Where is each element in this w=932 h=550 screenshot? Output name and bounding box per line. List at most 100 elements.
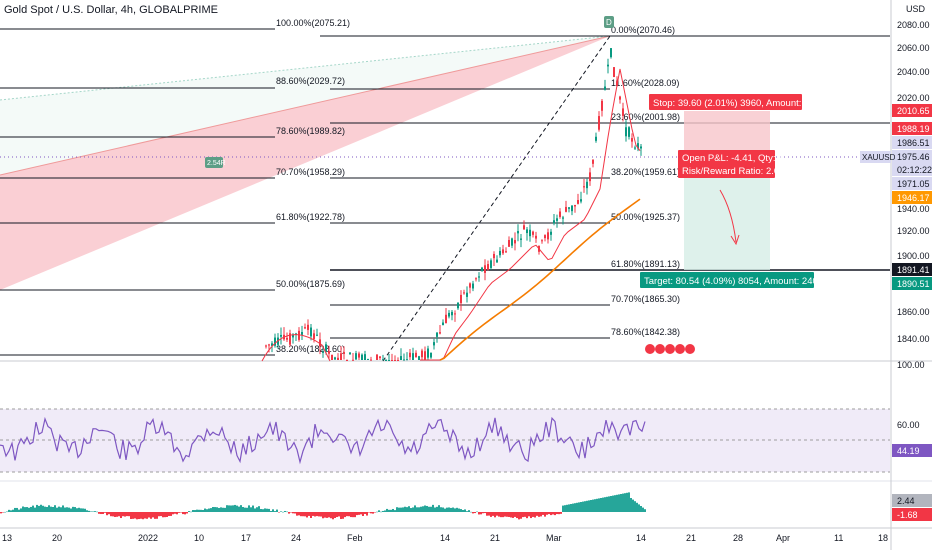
candle [601, 100, 603, 111]
osc-bar [204, 508, 206, 512]
candle [547, 232, 549, 240]
stop-label: Stop: 39.60 (2.01%) 3960, Amount: 1800 [653, 98, 825, 109]
osc-bar [520, 512, 522, 519]
candle [370, 359, 372, 361]
candle [535, 235, 537, 239]
price-tick: 1860.00 [897, 307, 930, 317]
r-badge[interactable] [205, 157, 223, 168]
candle [523, 225, 525, 230]
osc-bar [288, 512, 290, 514]
candle [565, 206, 567, 212]
time-tick: 2022 [138, 533, 158, 543]
osc-bar [494, 512, 496, 518]
osc-bar [176, 512, 178, 515]
candle [610, 48, 612, 58]
osc-bar [592, 499, 594, 512]
osc-bar [622, 493, 624, 512]
candle [361, 354, 363, 360]
osc-bar [630, 498, 632, 512]
price-label: 1946.17 [897, 193, 930, 203]
osc-bar [292, 512, 294, 514]
candle [580, 199, 582, 202]
candle [292, 334, 294, 338]
osc-bar [342, 512, 344, 519]
price-label: 1975.46 [897, 152, 930, 162]
candle [436, 332, 438, 337]
osc-bar [414, 505, 416, 512]
osc-bar [36, 504, 38, 512]
osc-bar [76, 508, 78, 512]
price-label: 1988.19 [897, 124, 930, 134]
osc-bar [34, 507, 36, 512]
candle [274, 337, 276, 346]
candle [430, 352, 432, 358]
candle [310, 327, 312, 337]
stop-zone[interactable] [684, 111, 770, 157]
candle [391, 360, 393, 361]
rr-label: Risk/Reward Ratio: 2.03 [682, 166, 784, 177]
osc-bar [406, 507, 408, 512]
candle [376, 354, 378, 360]
candle [475, 278, 477, 280]
candle [490, 260, 492, 268]
rsi-value: 44.19 [897, 446, 920, 456]
candle [592, 159, 594, 164]
osc-bar [320, 512, 322, 517]
osc-bar [438, 505, 440, 512]
osc-bar [534, 512, 536, 518]
osc-bar [322, 512, 324, 519]
osc-bar [114, 512, 116, 517]
stop-label-box[interactable] [649, 94, 802, 110]
osc-bar [488, 512, 490, 516]
osc-bar [386, 508, 388, 512]
osc-bar [326, 512, 328, 518]
osc-bar [404, 506, 406, 512]
pnl-label-box[interactable] [678, 150, 775, 178]
osc-bar [116, 512, 118, 517]
symbol-title[interactable]: Gold Spot / U.S. Dollar, 4h, GLOBALPRIME [4, 4, 218, 16]
osc-bar [266, 508, 268, 512]
candle [439, 332, 441, 334]
osc-bar [158, 512, 160, 517]
candle [349, 352, 351, 355]
candle [484, 265, 486, 273]
osc-bar [138, 512, 140, 520]
osc-bar [222, 507, 224, 512]
osc-bar [220, 507, 222, 512]
target-label: Target: 80.54 (4.09%) 8054, Amount: 2406… [644, 276, 836, 287]
osc-bar [368, 512, 370, 513]
price-label: 02:12:22 [897, 165, 932, 175]
osc-bar [344, 512, 346, 518]
osc-bar [280, 511, 282, 512]
candle [268, 344, 270, 346]
osc-bar [268, 508, 270, 512]
economic-events-icons[interactable] [645, 344, 695, 354]
osc-bar [212, 507, 214, 512]
marker-badge[interactable] [604, 16, 614, 28]
price-label: 2010.65 [897, 106, 930, 116]
osc-bar [332, 512, 334, 520]
osc-bar [14, 507, 16, 512]
osc-bar [600, 498, 602, 512]
candle [517, 231, 519, 234]
osc-bar [410, 508, 412, 512]
rsi-line [0, 416, 646, 465]
candle [337, 357, 339, 360]
osc-bar [202, 510, 204, 512]
osc-bar [50, 506, 52, 512]
ema-line [420, 68, 641, 361]
symbol-tag: XAUUSD [862, 153, 896, 162]
osc-bar [376, 511, 378, 513]
osc-bar [568, 504, 570, 512]
trend-dashed-line[interactable] [382, 35, 611, 362]
candle [286, 337, 288, 340]
target-label-box[interactable] [640, 272, 814, 288]
candle [451, 311, 453, 316]
osc-bar [490, 512, 492, 517]
osc-bar [300, 512, 302, 517]
osc-bar [596, 498, 598, 512]
osc-bar [246, 507, 248, 512]
osc-bar [398, 507, 400, 512]
candle [385, 360, 387, 361]
